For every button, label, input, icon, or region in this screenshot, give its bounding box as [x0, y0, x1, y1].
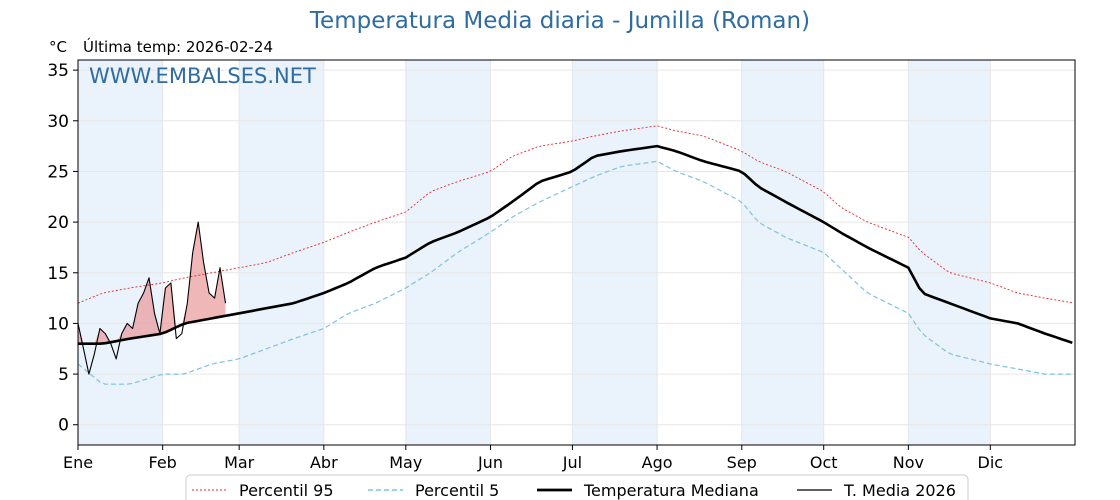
x-tick-label: Nov: [893, 453, 924, 472]
legend-label-0: Percentil 95: [239, 481, 334, 500]
x-tick-label: Sep: [727, 453, 757, 472]
x-tick-label: Mar: [224, 453, 255, 472]
y-tick-label: 25: [47, 162, 69, 182]
legend-label-1: Percentil 5: [415, 481, 499, 500]
x-tick-label: Abr: [310, 453, 338, 472]
legend-box: [185, 474, 969, 500]
series-line-percentil-5: [77, 160, 1073, 385]
x-tick-label: Jun: [477, 453, 503, 472]
y-tick-label: 15: [47, 264, 69, 284]
x-tick-label: Feb: [149, 453, 177, 472]
month-band-ene: [78, 60, 163, 445]
x-tick-label: Oct: [810, 453, 838, 472]
y-tick-label: 20: [47, 213, 69, 233]
x-tick-label: Ene: [63, 453, 93, 472]
month-band-sep: [741, 60, 824, 445]
y-tick-label: 35: [47, 61, 69, 81]
watermark-text: WWW.EMBALSES.NET: [89, 64, 316, 88]
series-line-percentil-95: [77, 125, 1073, 304]
series-line-t-media-2026: [77, 221, 227, 375]
plot-frame: [77, 59, 1076, 446]
x-tick-label: May: [389, 453, 422, 472]
month-band-jul: [572, 60, 658, 445]
legend-label-3: T. Media 2026: [843, 481, 956, 500]
legend-label-2: Temperatura Mediana: [583, 481, 759, 500]
y-tick-label: 5: [58, 365, 69, 385]
y-tick-label: 30: [47, 112, 69, 132]
x-tick-label: Jul: [562, 453, 582, 472]
y-tick-label: 10: [47, 314, 69, 334]
x-tick-label: Dic: [978, 453, 1004, 472]
y-tick-label: 0: [58, 416, 69, 436]
x-tick-label: Ago: [642, 453, 673, 472]
legend: Percentil 95 Percentil 5 Temperatura Media…: [185, 474, 969, 500]
series-line-temperatura-mediana: [78, 144, 1073, 345]
last-temp-label: Última temp: 2026-02-24: [83, 38, 274, 56]
above-median-fill: [78, 222, 226, 344]
month-band-may: [405, 60, 491, 445]
month-band-nov: [908, 60, 991, 445]
y-unit-label: °C: [49, 38, 67, 56]
month-band-mar: [239, 60, 324, 445]
chart-title: Temperatura Media diaria - Jumilla (Roma…: [309, 8, 811, 34]
